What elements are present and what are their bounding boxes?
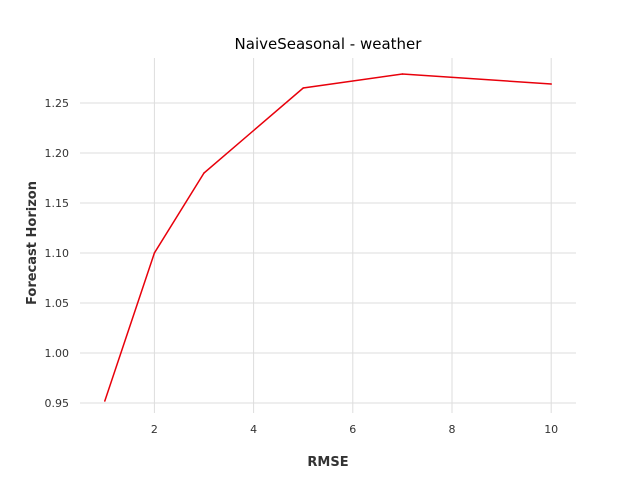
data-point xyxy=(153,252,156,254)
y-tick-label: 0.95 xyxy=(45,397,70,410)
x-gridlines xyxy=(153,58,552,413)
x-tick-label: 6 xyxy=(349,423,356,436)
y-gridlines xyxy=(80,102,576,404)
y-tick-label: 1.10 xyxy=(45,247,70,260)
y-tick-label: 1.20 xyxy=(45,147,70,160)
y-tick-label: 1.25 xyxy=(45,97,70,110)
y-tick-labels: 0.95 1.00 1.05 1.10 1.15 1.20 1.25 xyxy=(45,97,70,410)
data-point xyxy=(550,83,552,85)
y-tick-label: 1.15 xyxy=(45,197,70,210)
data-point xyxy=(401,73,404,75)
x-tick-label: 2 xyxy=(151,423,158,436)
data-point xyxy=(302,87,305,89)
series-line xyxy=(104,73,552,402)
data-point xyxy=(104,400,106,402)
y-axis-label: Forecast Horizon xyxy=(25,181,40,305)
x-tick-label: 8 xyxy=(449,423,456,436)
series-layer xyxy=(104,73,552,402)
x-tick-labels: 2 4 6 8 10 xyxy=(151,423,558,436)
x-tick-label: 10 xyxy=(544,423,558,436)
x-tick-label: 4 xyxy=(250,423,257,436)
y-tick-label: 1.05 xyxy=(45,297,70,310)
y-tick-label: 1.00 xyxy=(45,347,70,360)
data-point xyxy=(203,172,205,174)
chart-title: NaiveSeasonal - weather xyxy=(235,35,423,53)
x-axis-label: RMSE xyxy=(307,455,348,470)
